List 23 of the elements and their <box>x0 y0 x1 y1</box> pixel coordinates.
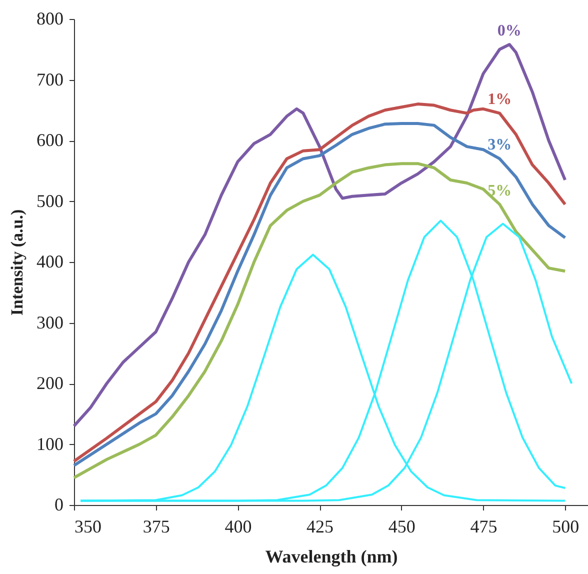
y-axis-title: Intensity (a.u.) <box>8 209 26 316</box>
y-tick-label: 400 <box>36 252 64 272</box>
y-tick-label: 800 <box>36 8 64 28</box>
y-tick-label: 600 <box>36 130 64 150</box>
series-label: 5% <box>488 182 512 200</box>
series-label: 3% <box>488 136 512 154</box>
x-tick-label: 350 <box>74 516 102 536</box>
x-tick-label: 375 <box>142 516 170 536</box>
x-tick-label: 425 <box>306 516 334 536</box>
y-tick-label: 0 <box>54 494 64 514</box>
series-label: 0% <box>497 22 522 40</box>
series-label: 1% <box>488 91 512 108</box>
x-tick-label: 500 <box>552 516 580 536</box>
y-tick-label: 300 <box>36 312 64 332</box>
y-tick-label: 500 <box>36 190 64 211</box>
line-series <box>72 43 567 428</box>
x-tick-label: 450 <box>388 516 416 536</box>
x-tick-label: 475 <box>470 516 498 536</box>
y-tick-label: 200 <box>36 373 64 393</box>
y-tick-label: 100 <box>36 434 64 454</box>
y-tick-label: 700 <box>36 69 64 90</box>
x-tick-label: 400 <box>224 516 252 536</box>
x-axis-title: Wavelength (nm) <box>265 546 398 566</box>
